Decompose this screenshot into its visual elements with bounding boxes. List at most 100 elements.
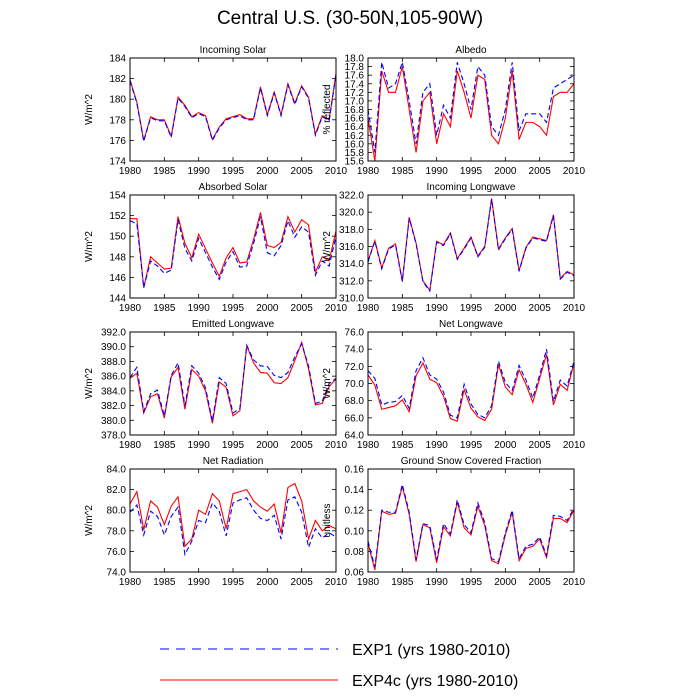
series-line-exp4c-albedo xyxy=(367,66,575,162)
ytick-label-ground-snow-covered-fraction: 0.12 xyxy=(345,506,365,517)
xtick-label-emitted-longwave: 1995 xyxy=(222,440,245,451)
xtick-label-net-radiation: 1980 xyxy=(119,577,142,588)
xtick-label-ground-snow-covered-fraction: 1990 xyxy=(426,577,449,588)
ytick-label-emitted-longwave: 388.0 xyxy=(101,357,126,368)
xtick-label-albedo: 1995 xyxy=(460,166,483,177)
xtick-label-net-radiation: 1985 xyxy=(153,577,176,588)
xtick-label-net-radiation: 1995 xyxy=(222,577,245,588)
panel-frame-incoming-longwave xyxy=(367,194,575,299)
ytick-label-absorbed-solar: 154 xyxy=(109,191,126,202)
ytick-label-net-longwave: 72.0 xyxy=(345,362,365,373)
xtick-label-net-longwave: 1990 xyxy=(426,440,449,451)
xtick-label-albedo: 2005 xyxy=(529,166,552,177)
xtick-label-emitted-longwave: 2005 xyxy=(291,440,314,451)
series-line-exp4c-net-longwave xyxy=(367,354,575,423)
ylabel-emitted-longwave: W/m^2 xyxy=(84,368,95,399)
ytick-label-ground-snow-covered-fraction: 0.10 xyxy=(345,526,365,537)
ytick-label-incoming-longwave: 320.0 xyxy=(339,208,364,219)
xtick-label-incoming-longwave: 1980 xyxy=(357,303,380,314)
ytick-label-incoming-longwave: 318.0 xyxy=(339,225,364,236)
legend-label-2: EXP4c (yrs 1980-2010) xyxy=(352,673,518,690)
xtick-label-net-longwave: 1995 xyxy=(460,440,483,451)
ytick-label-albedo: 17.8 xyxy=(345,62,365,73)
ylabel-net-longwave: W/m^2 xyxy=(322,368,333,399)
panel-frame-emitted-longwave xyxy=(129,331,337,436)
xtick-label-net-radiation: 2000 xyxy=(256,577,279,588)
series-line-exp1-incoming-solar xyxy=(129,74,337,142)
ytick-label-absorbed-solar: 148 xyxy=(109,252,126,263)
xtick-label-incoming-longwave: 1985 xyxy=(391,303,414,314)
ytick-label-albedo: 16.6 xyxy=(345,114,365,125)
series-line-exp4c-incoming-solar xyxy=(129,73,337,141)
ytick-label-absorbed-solar: 150 xyxy=(109,232,126,243)
xtick-label-albedo: 1985 xyxy=(391,166,414,177)
ytick-label-emitted-longwave: 378.0 xyxy=(101,431,126,442)
ytick-label-emitted-longwave: 390.0 xyxy=(101,342,126,353)
xtick-label-emitted-longwave: 1990 xyxy=(188,440,211,451)
xtick-label-ground-snow-covered-fraction: 1985 xyxy=(391,577,414,588)
ytick-label-albedo: 16.2 xyxy=(345,131,365,142)
ytick-label-incoming-solar: 176 xyxy=(109,136,126,147)
ytick-label-net-radiation: 78.0 xyxy=(107,526,127,537)
ytick-label-incoming-solar: 174 xyxy=(109,157,126,168)
ytick-label-incoming-longwave: 316.0 xyxy=(339,242,364,253)
xtick-label-ground-snow-covered-fraction: 2000 xyxy=(494,577,517,588)
ytick-label-net-radiation: 84.0 xyxy=(107,465,127,476)
xtick-label-absorbed-solar: 2000 xyxy=(256,303,279,314)
series-line-exp1-absorbed-solar xyxy=(129,216,337,288)
ytick-label-albedo: 16.8 xyxy=(345,105,365,116)
ytick-label-net-longwave: 68.0 xyxy=(345,396,365,407)
panel-title-emitted-longwave: Emitted Longwave xyxy=(192,319,275,330)
xtick-label-incoming-longwave: 1995 xyxy=(460,303,483,314)
panel-title-ground-snow-covered-fraction: Ground Snow Covered Fraction xyxy=(401,456,542,467)
ylabel-incoming-longwave: W/m^2 xyxy=(322,231,333,262)
ytick-label-albedo: 17.2 xyxy=(345,88,365,99)
ytick-label-net-longwave: 70.0 xyxy=(345,379,365,390)
ytick-label-absorbed-solar: 144 xyxy=(109,294,126,305)
xtick-label-emitted-longwave: 1980 xyxy=(119,440,142,451)
xtick-label-absorbed-solar: 2010 xyxy=(325,303,348,314)
xtick-label-net-longwave: 2005 xyxy=(529,440,552,451)
ytick-label-emitted-longwave: 380.0 xyxy=(101,416,126,427)
xtick-label-absorbed-solar: 1980 xyxy=(119,303,142,314)
ytick-label-ground-snow-covered-fraction: 0.14 xyxy=(345,485,365,496)
ytick-label-net-radiation: 74.0 xyxy=(107,568,127,579)
series-line-exp1-emitted-longwave xyxy=(129,342,337,422)
ylabel-absorbed-solar: W/m^2 xyxy=(84,231,95,262)
xtick-label-net-longwave: 2010 xyxy=(563,440,586,451)
xtick-label-ground-snow-covered-fraction: 2010 xyxy=(563,577,586,588)
xtick-label-net-longwave: 2000 xyxy=(494,440,517,451)
panel-frame-incoming-solar xyxy=(129,57,337,162)
ytick-label-net-longwave: 64.0 xyxy=(345,431,365,442)
panel-frame-ground-snow-covered-fraction xyxy=(367,468,575,573)
ytick-label-incoming-longwave: 314.0 xyxy=(339,259,364,270)
xtick-label-ground-snow-covered-fraction: 1980 xyxy=(357,577,380,588)
panel-frame-absorbed-solar xyxy=(129,194,337,299)
ytick-label-emitted-longwave: 382.0 xyxy=(101,401,126,412)
panel-frame-net-longwave xyxy=(367,331,575,436)
xtick-label-incoming-longwave: 1990 xyxy=(426,303,449,314)
panel-title-incoming-longwave: Incoming Longwave xyxy=(427,182,516,193)
ytick-label-net-longwave: 66.0 xyxy=(345,413,365,424)
series-line-exp4c-emitted-longwave xyxy=(129,340,337,424)
panel-title-albedo: Albedo xyxy=(455,45,487,56)
xtick-label-incoming-solar: 2005 xyxy=(291,166,314,177)
ytick-label-albedo: 15.6 xyxy=(345,157,365,168)
ytick-label-emitted-longwave: 392.0 xyxy=(101,328,126,339)
xtick-label-net-longwave: 1980 xyxy=(357,440,380,451)
series-line-exp4c-ground-snow-covered-fraction xyxy=(367,486,575,571)
panel-title-incoming-solar: Incoming Solar xyxy=(200,45,267,56)
ylabel-albedo: % reflected xyxy=(322,84,333,134)
series-line-exp4c-absorbed-solar xyxy=(130,212,337,288)
ytick-label-net-longwave: 76.0 xyxy=(345,328,365,339)
ytick-label-albedo: 16.4 xyxy=(345,122,365,133)
xtick-label-incoming-solar: 1995 xyxy=(222,166,245,177)
ytick-label-incoming-longwave: 310.0 xyxy=(339,294,364,305)
panel-title-net-radiation: Net Radiation xyxy=(203,456,264,467)
ytick-label-incoming-solar: 178 xyxy=(109,115,126,126)
legend-label-1: EXP1 (yrs 1980-2010) xyxy=(352,642,510,659)
panel-title-net-longwave: Net Longwave xyxy=(439,319,503,330)
ytick-label-albedo: 15.8 xyxy=(345,148,365,159)
ytick-label-emitted-longwave: 386.0 xyxy=(101,372,126,383)
